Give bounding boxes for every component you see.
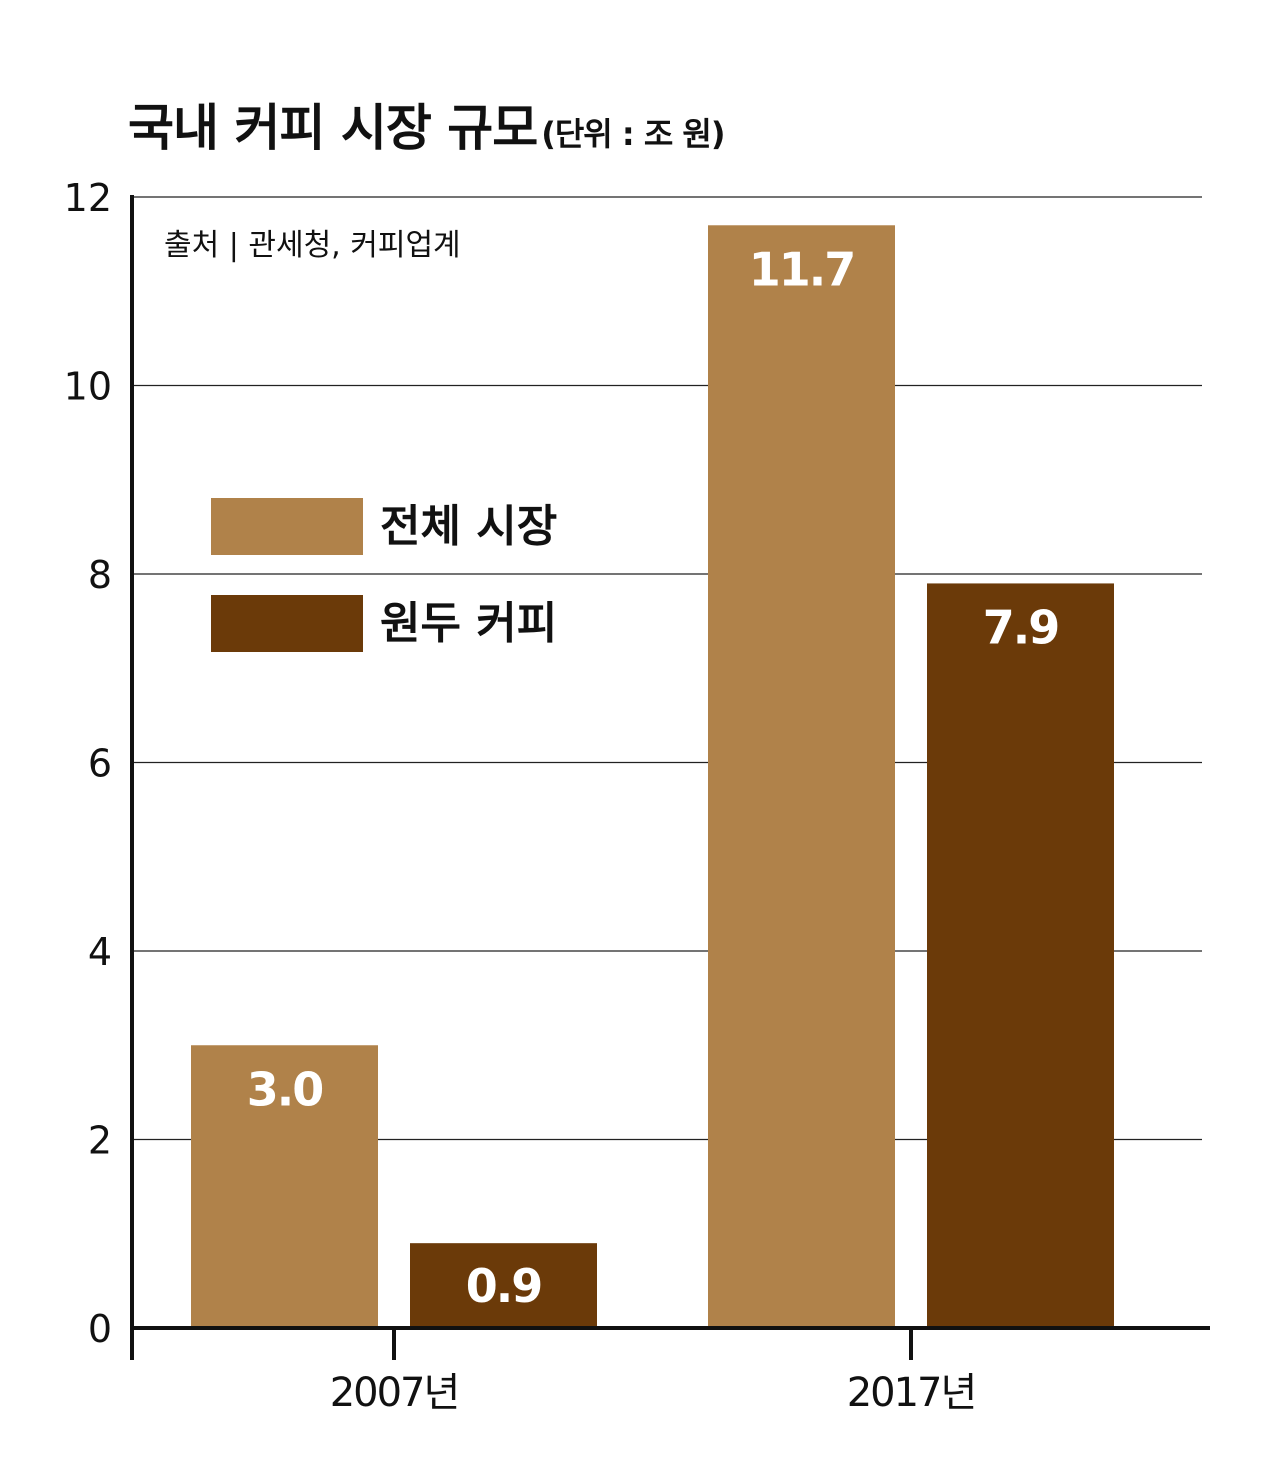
x-category-label: 2007년 — [330, 1370, 459, 1416]
bar — [708, 225, 895, 1328]
legend-label: 전체 시장 — [380, 501, 557, 552]
legend-label: 원두 커피 — [380, 598, 557, 649]
y-tick-label: 4 — [88, 930, 112, 974]
bar — [191, 1045, 378, 1328]
legend-swatch — [211, 498, 363, 555]
y-tick-label: 10 — [64, 365, 112, 409]
chart-title-block: 국내 커피 시장 규모 (단위 : 조 원) — [128, 88, 725, 160]
x-category-label: 2017년 — [847, 1370, 976, 1416]
y-tick-label: 0 — [88, 1307, 112, 1351]
y-tick-label: 12 — [64, 176, 112, 220]
bar — [927, 583, 1114, 1328]
bar-value-label: 11.7 — [749, 242, 855, 296]
bar-value-label: 3.0 — [247, 1062, 323, 1116]
y-tick-label: 8 — [88, 553, 112, 597]
legend-swatch — [211, 595, 363, 652]
bar-value-label: 7.9 — [983, 600, 1059, 654]
bar-value-label: 0.9 — [466, 1259, 542, 1313]
y-tick-label: 2 — [88, 1119, 112, 1163]
source-note: 출처 | 관세청, 커피업계 — [164, 228, 461, 263]
chart-title: 국내 커피 시장 규모 — [128, 99, 538, 157]
unit-label: (단위 : 조 원) — [541, 115, 725, 153]
bar — [410, 1243, 597, 1328]
y-tick-label: 6 — [88, 742, 112, 786]
